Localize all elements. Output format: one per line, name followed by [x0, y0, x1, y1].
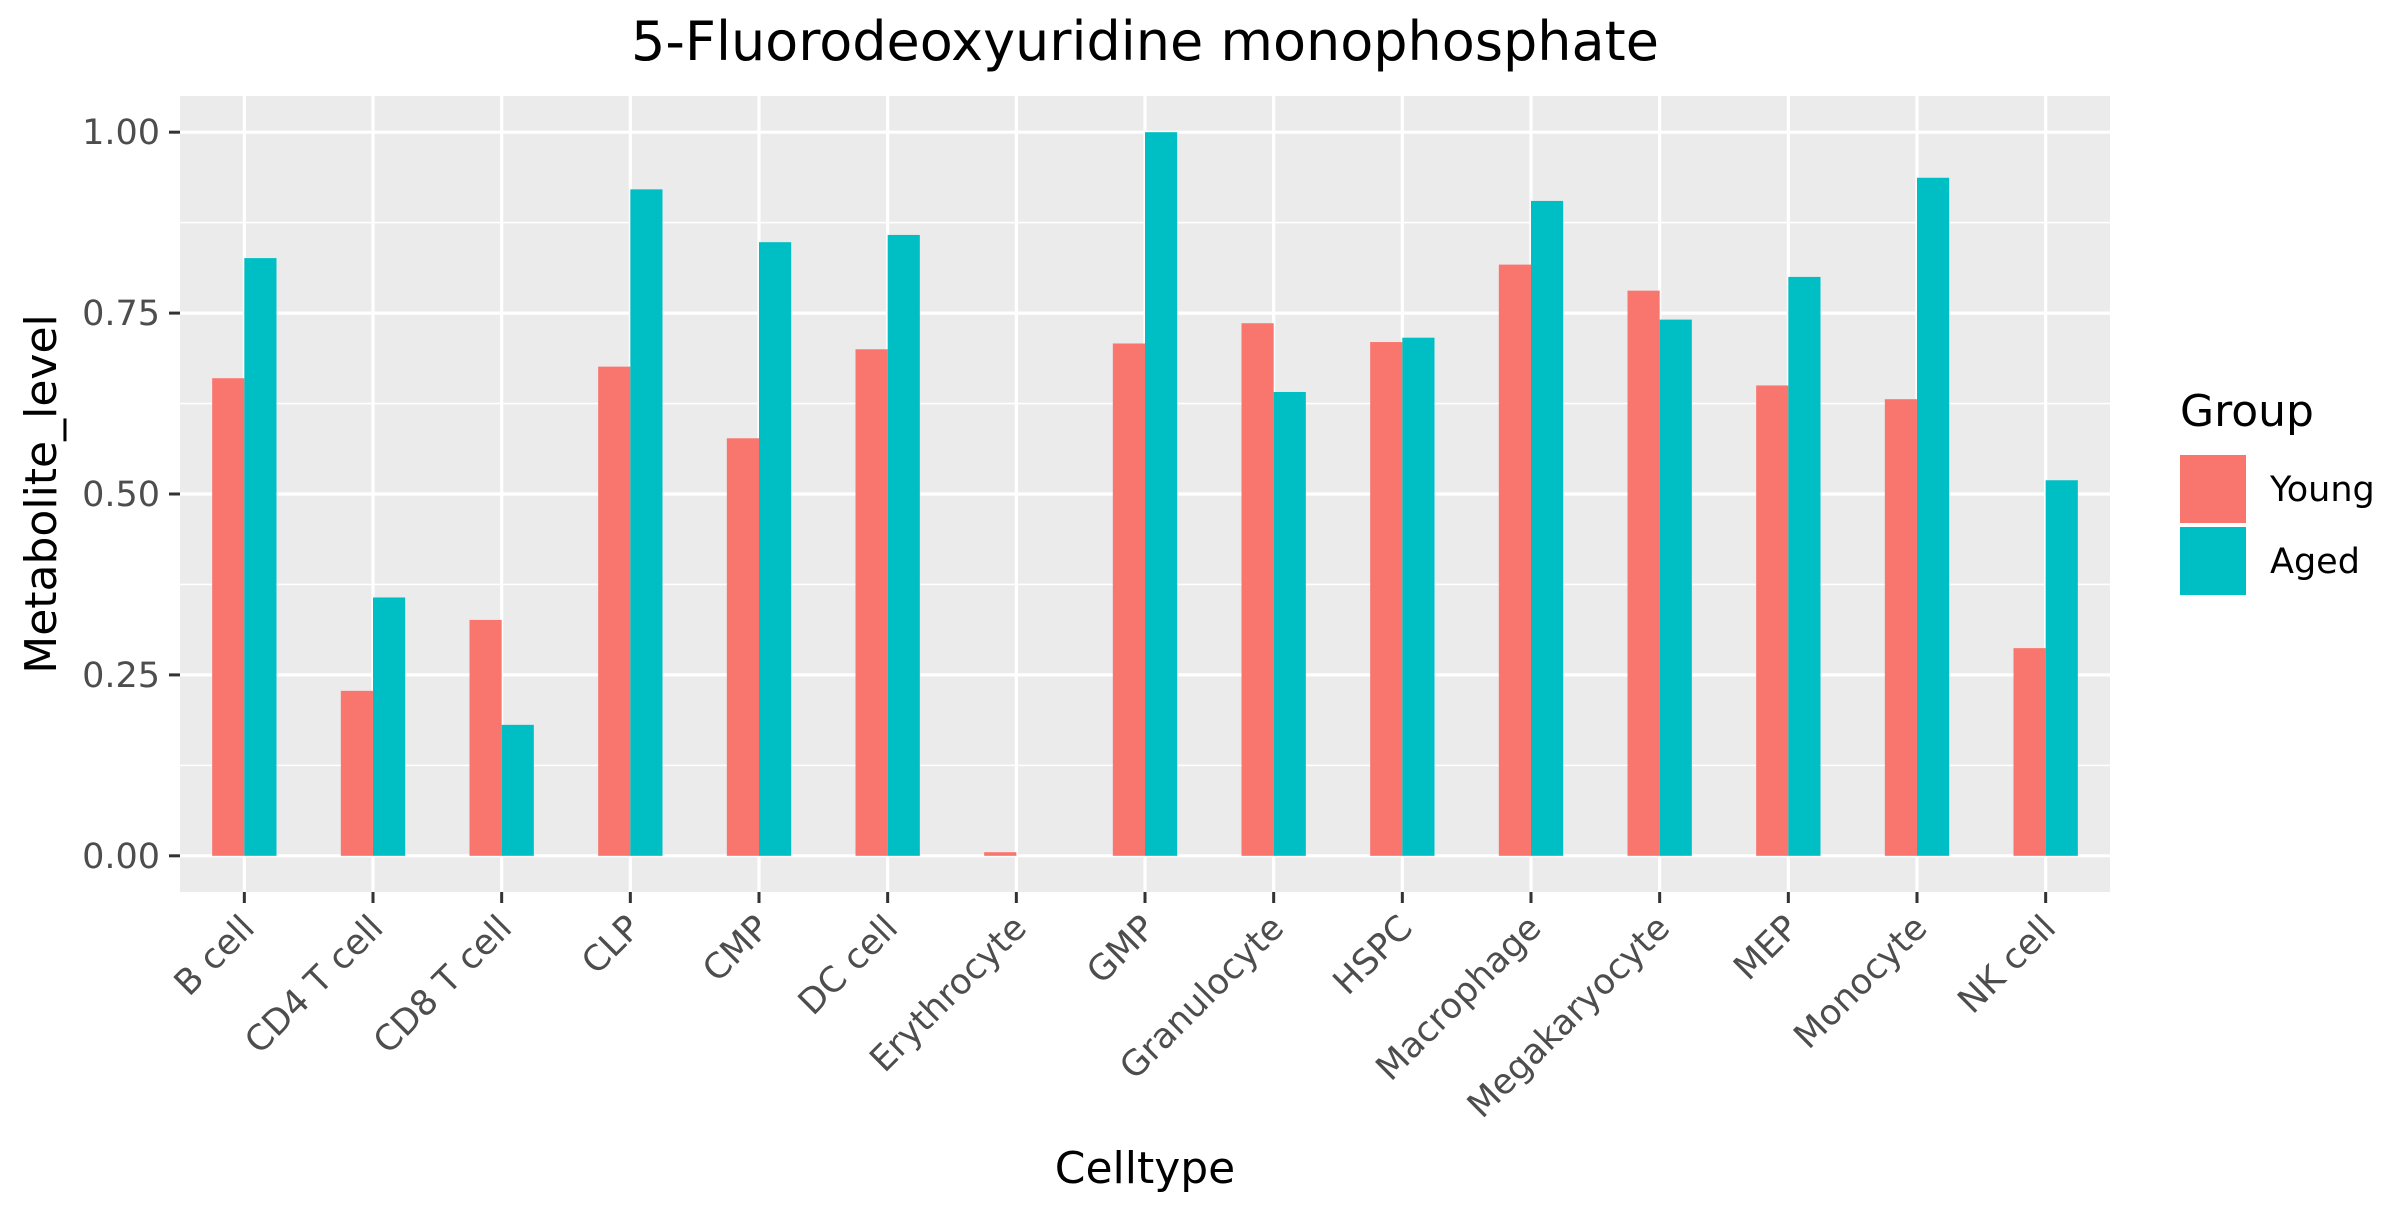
bar-aged	[1273, 391, 1306, 856]
bar-young	[469, 619, 502, 856]
bar-young	[1112, 343, 1145, 856]
x-tick-label: DC cell	[791, 908, 906, 1023]
x-tick-label: CLP	[574, 908, 648, 982]
bar-young	[1756, 385, 1789, 856]
x-tick-label: HSPC	[1326, 908, 1421, 1003]
legend-label-aged: Aged	[2270, 542, 2360, 582]
bar-young	[984, 852, 1017, 856]
x-axis-title: Celltype	[1055, 1143, 1236, 1194]
bar-layer	[212, 132, 2078, 856]
bar-young	[2013, 648, 2046, 856]
x-tick-label: CD8 T cell	[366, 908, 520, 1062]
legend: Group Young Aged	[2180, 386, 2375, 595]
bar-young	[1370, 342, 1403, 856]
legend-swatch-aged	[2180, 527, 2246, 595]
x-tick-label: Monocyte	[1787, 908, 1936, 1057]
legend-swatch-young	[2180, 455, 2246, 523]
bar-aged	[630, 189, 663, 856]
bar-aged	[1788, 276, 1821, 856]
bar-aged	[501, 724, 534, 856]
bar-aged	[244, 258, 277, 856]
y-tick-label: 0.00	[82, 837, 160, 877]
bar-young	[855, 349, 888, 856]
legend-title: Group	[2180, 386, 2314, 437]
bar-young	[1241, 323, 1274, 856]
legend-label-young: Young	[2269, 470, 2375, 510]
bar-aged	[887, 234, 920, 856]
y-tick-label: 0.75	[82, 294, 160, 334]
chart-title: 5-Fluorodeoxyuridine monophosphate	[631, 10, 1659, 73]
x-tick-label: NK cell	[1951, 908, 2064, 1021]
bar-young	[1498, 264, 1531, 856]
bar-young	[726, 438, 759, 856]
bar-aged	[759, 242, 792, 856]
y-tick-label: 1.00	[82, 113, 160, 153]
bar-young	[1884, 399, 1917, 856]
legend-items: Young Aged	[2180, 455, 2375, 595]
bar-aged	[1659, 319, 1692, 856]
bar-aged	[1917, 177, 1950, 856]
bar-young	[340, 690, 373, 856]
x-tick-label: GMP	[1080, 908, 1164, 992]
y-axis-title: Metabolite_level	[16, 314, 67, 674]
bar-aged	[2045, 480, 2078, 856]
x-tick-label: B cell	[167, 908, 263, 1004]
bar-young	[1627, 290, 1660, 856]
x-tick-label: CMP	[696, 908, 778, 990]
bar-young	[212, 378, 245, 856]
bar-aged	[1402, 337, 1435, 856]
x-tick-label: MEP	[1726, 908, 1806, 988]
y-tick-label: 0.50	[82, 475, 160, 515]
bar-young	[598, 366, 631, 856]
bar-aged	[1145, 132, 1178, 856]
bar-aged	[1531, 200, 1564, 856]
bar-aged	[373, 597, 406, 856]
y-tick-label: 0.25	[82, 656, 160, 696]
x-tick-label: CD4 T cell	[238, 908, 392, 1062]
